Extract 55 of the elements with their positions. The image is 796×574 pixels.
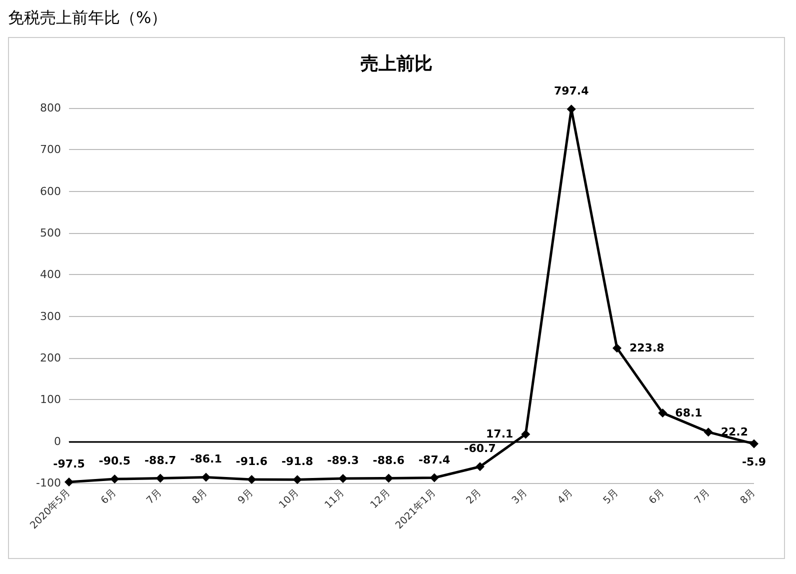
x-tick-label: 5月 [602,487,621,506]
data-label: -91.6 [236,455,268,468]
data-label: -86.1 [190,452,222,466]
y-tick-label: 100 [40,393,61,406]
x-tick-label: 2月 [464,487,484,506]
point [430,473,439,482]
x-tick-label: 3月 [510,487,530,506]
point [247,475,256,484]
data-label: -5.9 [742,455,766,468]
data-label: -88.7 [144,454,176,467]
x-tick-label: 11月 [323,487,347,511]
point [202,472,210,482]
x-tick-label: 7月 [692,487,712,506]
point [476,462,484,472]
point [110,474,120,484]
x-tick-label: 8月 [738,487,758,506]
point [292,475,302,484]
x-tick-label: 7月 [144,487,164,506]
point [338,474,348,484]
data-label: -88.6 [372,454,405,467]
data-label: 797.4 [554,84,590,98]
y-tick-label: 0 [54,434,61,448]
data-label: 223.8 [630,342,664,355]
point [64,477,74,486]
y-tick-label: 500 [40,226,61,240]
data-label: -91.8 [281,455,314,468]
data-label: 68.1 [675,406,702,420]
x-tick-label: 6月 [99,487,119,506]
y-tick-label: -100 [36,476,61,490]
y-tick-label: 800 [40,102,61,114]
data-label: -97.5 [53,457,85,470]
y-tick-label: 400 [40,268,61,282]
data-label: -87.4 [418,453,451,466]
x-tick-label: 6月 [647,487,667,506]
data-label: -60.7 [464,442,496,456]
y-tick-label: 300 [40,310,61,323]
x-tick-label: 9月 [236,487,256,506]
point [521,430,530,439]
data-label: 17.1 [486,428,514,441]
point [612,344,622,353]
point [704,428,713,437]
x-tick-label: 4月 [556,487,576,506]
y-tick-label: 700 [40,143,61,156]
y-tick-label: 600 [40,184,61,198]
y-tick-label: 200 [40,352,61,364]
data-label: -89.3 [327,454,359,468]
point [156,474,165,483]
point [658,408,668,418]
data-label: -90.5 [98,454,131,468]
chart-title: 売上前比 [360,54,432,74]
chart-subtitle: 免税売上前年比（%） [8,8,168,29]
x-tick-label: 12月 [368,487,393,511]
x-tick-label: 8月 [190,487,210,506]
data-label: 22.2 [720,426,748,439]
x-tick-label: 10月 [277,487,302,511]
